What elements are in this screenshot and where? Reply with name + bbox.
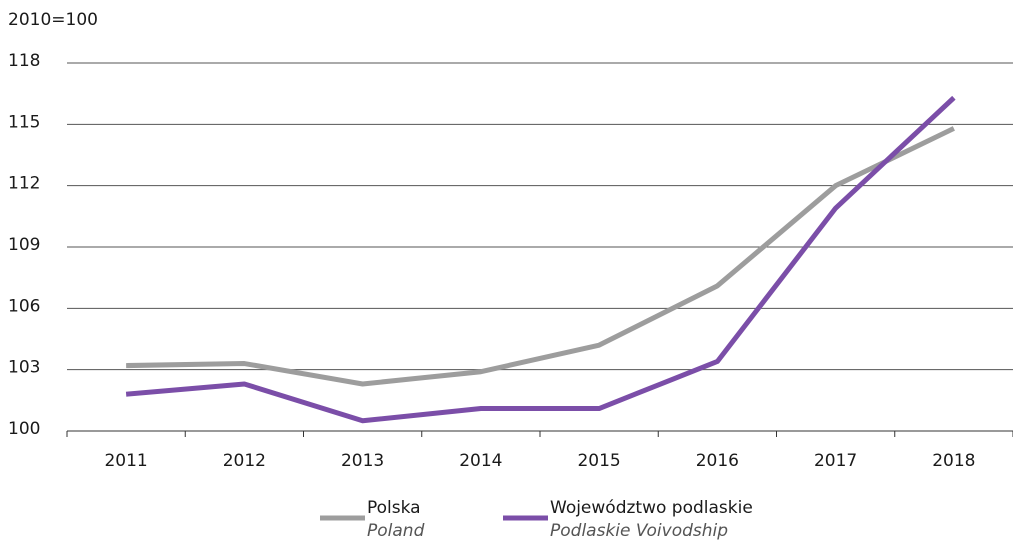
y-tick-label: 103	[8, 358, 40, 378]
line	[126, 126, 955, 387]
legend-label-en: Podlaskie Voivodship	[550, 521, 728, 541]
x-tick-label: 2016	[696, 451, 739, 471]
x-tick-label: 2015	[577, 451, 620, 471]
legend-label: Polska	[367, 498, 421, 518]
x-tick-label: 2018	[932, 451, 975, 471]
y-tick-label: 118	[8, 51, 40, 71]
y-tick-label: 112	[8, 174, 40, 194]
y-tick-label: 115	[8, 112, 40, 132]
y-axis-label: 2010=100	[8, 10, 98, 30]
line	[125, 95, 956, 424]
x-tick-label: 2013	[341, 451, 384, 471]
y-tick-label: 109	[8, 235, 40, 255]
y-tick-label: 106	[8, 296, 40, 316]
x-tick-label: 2012	[223, 451, 266, 471]
x-tick-label: 2014	[459, 451, 502, 471]
x-tick-label: 2017	[814, 451, 857, 471]
y-tick-label: 100	[8, 419, 40, 439]
x-tick-label: 2011	[104, 451, 147, 471]
legend-label: Województwo podlaskie	[550, 498, 753, 518]
legend-label-en: Poland	[367, 521, 425, 541]
